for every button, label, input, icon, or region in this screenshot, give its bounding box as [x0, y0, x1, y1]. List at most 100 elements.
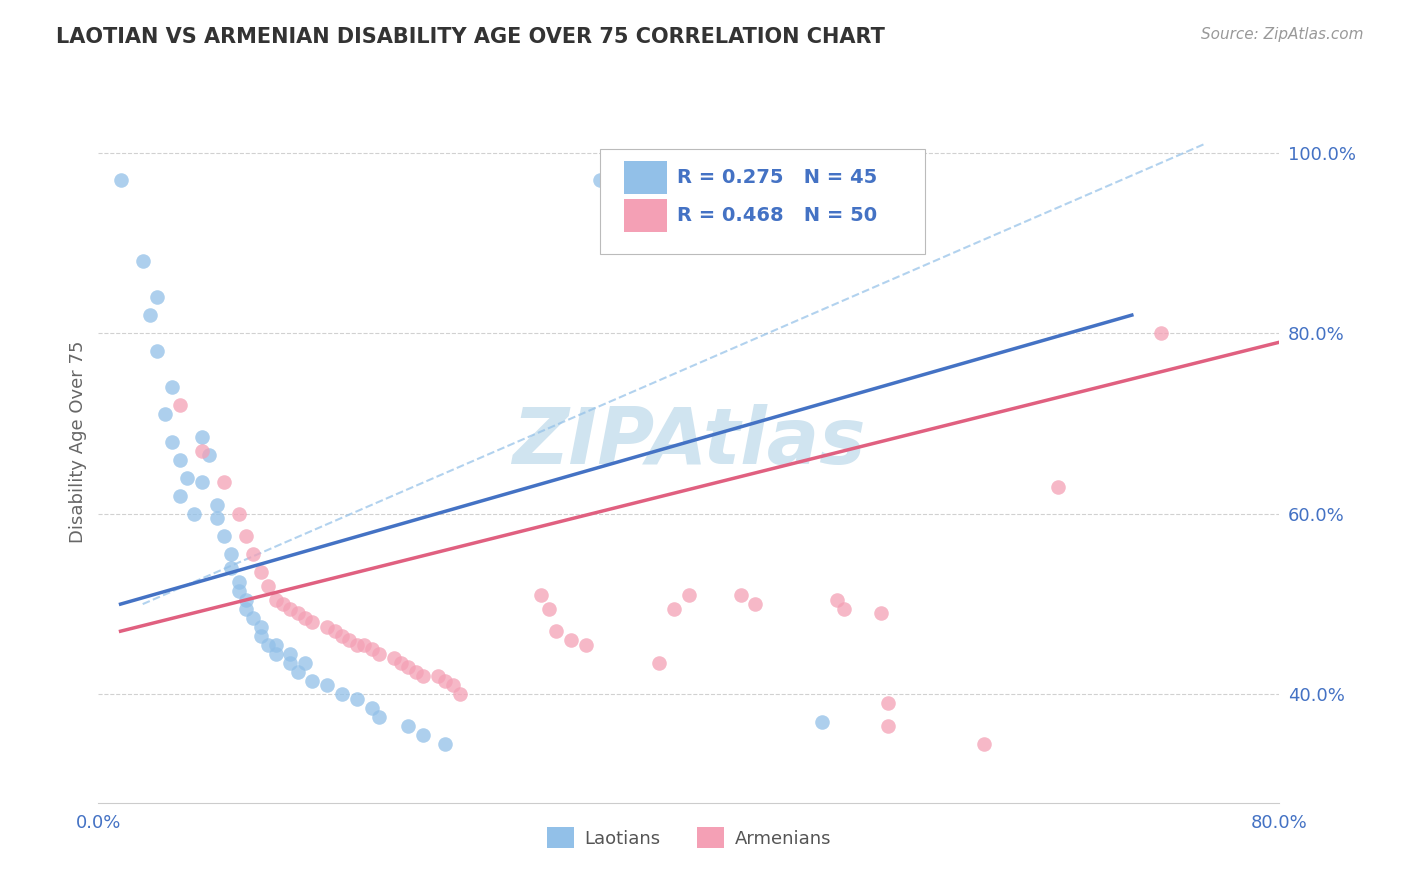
Point	[235, 601, 257, 615]
Point	[434, 737, 457, 751]
Point	[250, 566, 273, 580]
Point	[132, 254, 155, 268]
Point	[183, 507, 205, 521]
Point	[235, 529, 257, 543]
Point	[280, 647, 302, 661]
Point	[330, 629, 353, 643]
Point	[264, 647, 287, 661]
Point	[242, 610, 264, 624]
Point	[389, 656, 412, 670]
Point	[294, 656, 316, 670]
Point	[360, 701, 382, 715]
Point	[316, 620, 339, 634]
Point	[162, 434, 183, 449]
Text: LAOTIAN VS ARMENIAN DISABILITY AGE OVER 75 CORRELATION CHART: LAOTIAN VS ARMENIAN DISABILITY AGE OVER …	[56, 27, 886, 46]
Point	[162, 380, 183, 394]
Point	[1150, 326, 1173, 341]
Point	[146, 344, 169, 359]
Point	[257, 638, 280, 652]
Point	[744, 597, 766, 611]
Point	[228, 583, 250, 598]
Point	[205, 511, 228, 525]
FancyBboxPatch shape	[600, 149, 925, 253]
Point	[235, 592, 257, 607]
Point	[264, 592, 287, 607]
Point	[398, 660, 420, 674]
Point	[353, 638, 375, 652]
Point	[589, 172, 612, 186]
Point	[368, 710, 391, 724]
Point	[870, 606, 893, 620]
Point	[648, 656, 671, 670]
Point	[832, 601, 855, 615]
Point	[441, 678, 464, 692]
Point	[973, 737, 995, 751]
Point	[412, 669, 434, 683]
Point	[398, 719, 420, 733]
Point	[301, 673, 323, 688]
Point	[205, 498, 228, 512]
Point	[382, 651, 405, 665]
Point	[287, 606, 309, 620]
Point	[664, 601, 686, 615]
Point	[877, 719, 900, 733]
Point	[323, 624, 346, 639]
Point	[449, 687, 471, 701]
Point	[360, 642, 382, 657]
Point	[346, 692, 368, 706]
Point	[228, 574, 250, 589]
Point	[110, 172, 132, 186]
Point	[316, 678, 339, 692]
Text: ZIPAtlas: ZIPAtlas	[512, 403, 866, 480]
Point	[825, 592, 848, 607]
Point	[176, 471, 198, 485]
Point	[153, 408, 176, 422]
Point	[257, 579, 280, 593]
Point	[368, 647, 391, 661]
Point	[212, 475, 235, 490]
Point	[271, 597, 294, 611]
Y-axis label: Disability Age Over 75: Disability Age Over 75	[69, 340, 87, 543]
Point	[301, 615, 323, 630]
Point	[330, 687, 353, 701]
Point	[280, 656, 302, 670]
Point	[242, 548, 264, 562]
Point	[287, 665, 309, 679]
Point	[221, 561, 243, 575]
Point	[169, 489, 191, 503]
Point	[537, 601, 560, 615]
Point	[294, 610, 316, 624]
Point	[250, 620, 273, 634]
Point	[730, 588, 752, 602]
Point	[434, 673, 457, 688]
Point	[169, 452, 191, 467]
Point	[530, 588, 553, 602]
Point	[678, 588, 700, 602]
Point	[191, 443, 214, 458]
Point	[228, 507, 250, 521]
FancyBboxPatch shape	[624, 161, 666, 194]
Point	[575, 638, 598, 652]
Point	[405, 665, 427, 679]
Point	[280, 601, 302, 615]
Point	[810, 714, 832, 729]
Point	[191, 430, 214, 444]
Text: Source: ZipAtlas.com: Source: ZipAtlas.com	[1201, 27, 1364, 42]
Legend: Laotians, Armenians: Laotians, Armenians	[540, 820, 838, 855]
Point	[264, 638, 287, 652]
Point	[339, 633, 361, 648]
Point	[169, 398, 191, 412]
Point	[546, 624, 568, 639]
Point	[146, 290, 169, 304]
Point	[412, 728, 434, 742]
Point	[1046, 480, 1070, 494]
Point	[427, 669, 450, 683]
Point	[198, 448, 221, 462]
FancyBboxPatch shape	[624, 199, 666, 232]
Point	[212, 529, 235, 543]
Point	[221, 548, 243, 562]
Text: R = 0.468   N = 50: R = 0.468 N = 50	[678, 206, 877, 225]
Point	[139, 308, 162, 322]
Point	[250, 629, 273, 643]
Point	[877, 697, 900, 711]
